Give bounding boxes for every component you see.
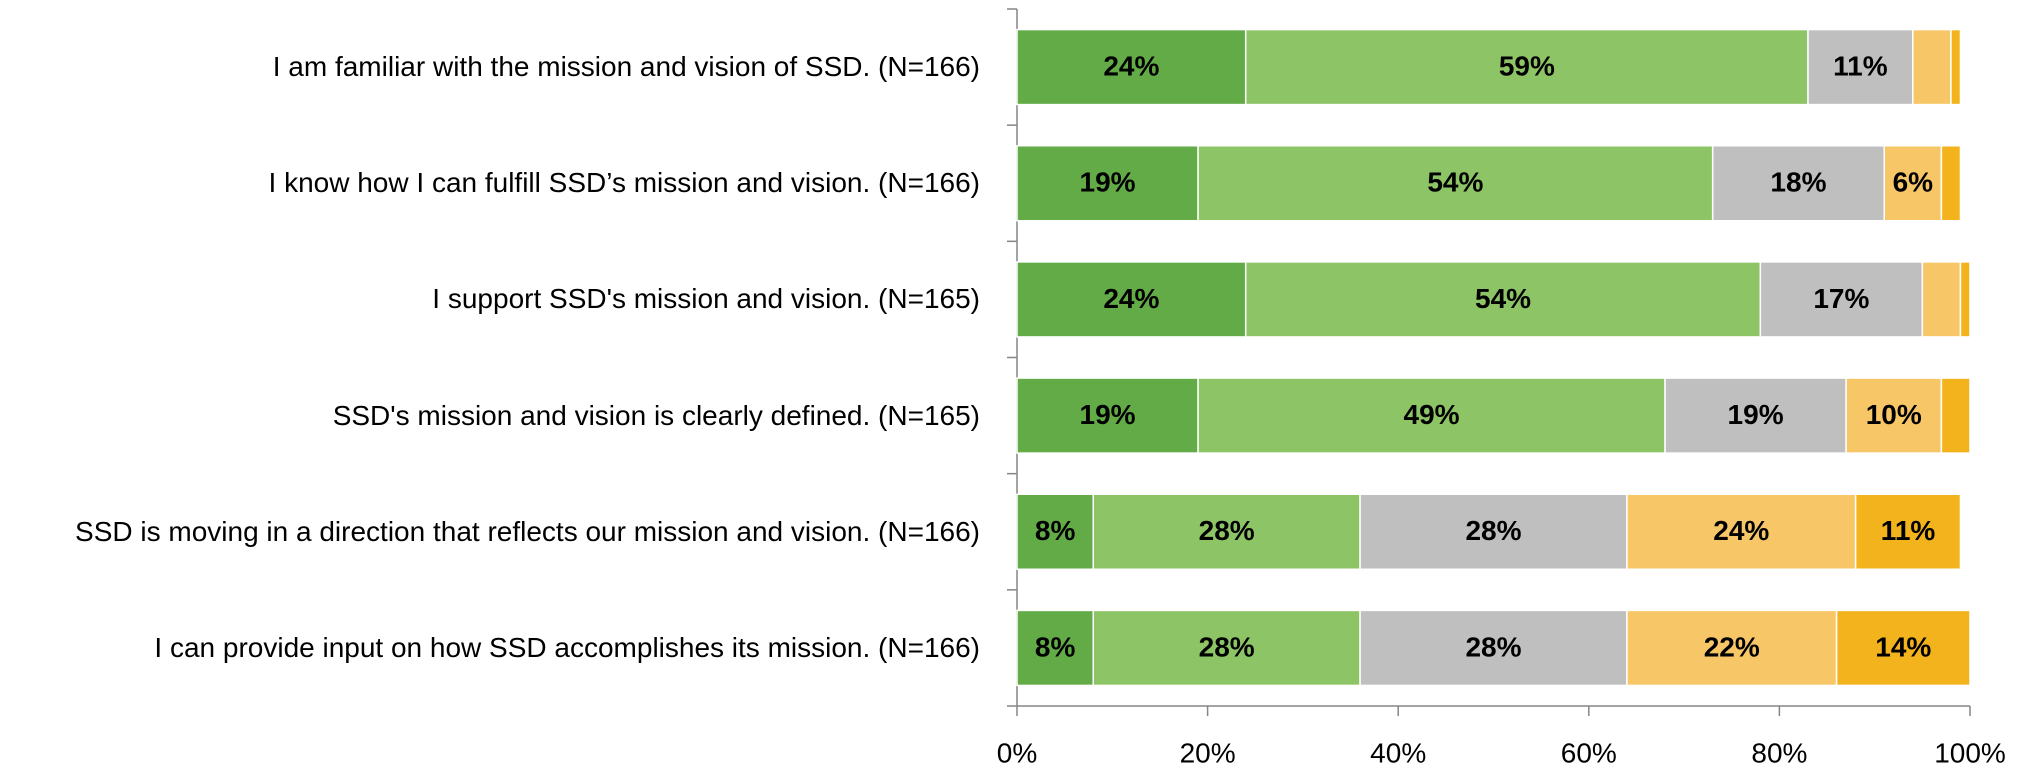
x-tick-label: 80% (1751, 737, 1807, 768)
bar-segment (1835, 609, 1971, 687)
x-tick-label: 0% (997, 737, 1037, 768)
bar-segment (1940, 145, 1962, 222)
value-label: 19% (1080, 399, 1136, 430)
x-tick-label: 60% (1561, 737, 1617, 768)
category-label: I am familiar with the mission and visio… (272, 51, 980, 83)
value-label: 24% (1103, 50, 1159, 81)
bar-segment (1959, 261, 1971, 338)
bar-segment (1197, 377, 1666, 454)
bar-segment (1807, 28, 1914, 106)
x-tick-label: 20% (1180, 737, 1236, 768)
value-label: 18% (1770, 167, 1826, 198)
bar-segment (1244, 28, 1809, 106)
bar-segment (1092, 609, 1361, 687)
value-label: 17% (1813, 283, 1869, 314)
value-label: 19% (1080, 167, 1136, 198)
value-label: 10% (1866, 399, 1922, 430)
bar-segment (1854, 493, 1962, 570)
bar-segment (1845, 377, 1943, 454)
bar-segment (1016, 377, 1199, 454)
category-label: I can provide input on how SSD accomplis… (154, 631, 980, 663)
value-label: 24% (1713, 515, 1769, 546)
bar-segment (1711, 145, 1885, 222)
value-label: 14% (1875, 631, 1931, 662)
bar-segment (1921, 261, 1962, 338)
value-label: 54% (1427, 167, 1483, 198)
value-label: 59% (1499, 50, 1555, 81)
bar-segment (1664, 377, 1847, 454)
bar-segment (1759, 261, 1924, 338)
bar-segment (1359, 493, 1628, 570)
value-label: 49% (1404, 399, 1460, 430)
value-label: 54% (1475, 283, 1531, 314)
category-label: I know how I can fulfill SSD’s mission a… (268, 167, 980, 199)
bar-segment (1883, 145, 1943, 222)
x-tick-label: 40% (1370, 737, 1426, 768)
bar-segment (1940, 377, 1971, 454)
value-label: 11% (1833, 50, 1888, 81)
bar-segment (1092, 493, 1361, 570)
value-label: 19% (1728, 399, 1784, 430)
bar-segment (1950, 28, 1962, 106)
value-label: 28% (1465, 631, 1521, 662)
bar-segment (1912, 28, 1952, 106)
bar-segment (1244, 261, 1762, 338)
bar-segment (1016, 261, 1247, 338)
bar-segment (1197, 145, 1714, 222)
value-label: 8% (1035, 631, 1076, 662)
value-label: 28% (1465, 515, 1521, 546)
value-label: 8% (1035, 515, 1076, 546)
bar-segment (1626, 493, 1857, 570)
category-label: I support SSD's mission and vision. (N=1… (432, 283, 980, 315)
value-label: 6% (1893, 167, 1934, 198)
value-label: 11% (1881, 515, 1936, 546)
category-label: SSD is moving in a direction that reflec… (75, 515, 980, 547)
value-label: 22% (1704, 631, 1760, 662)
bar-segment (1359, 609, 1628, 687)
value-label: 24% (1103, 283, 1159, 314)
x-tick-label: 100% (1934, 737, 2006, 768)
bar-segment (1626, 609, 1838, 687)
value-label: 28% (1199, 631, 1255, 662)
category-label: SSD's mission and vision is clearly defi… (332, 399, 980, 431)
bar-segment (1016, 145, 1199, 222)
value-label: 28% (1199, 515, 1255, 546)
